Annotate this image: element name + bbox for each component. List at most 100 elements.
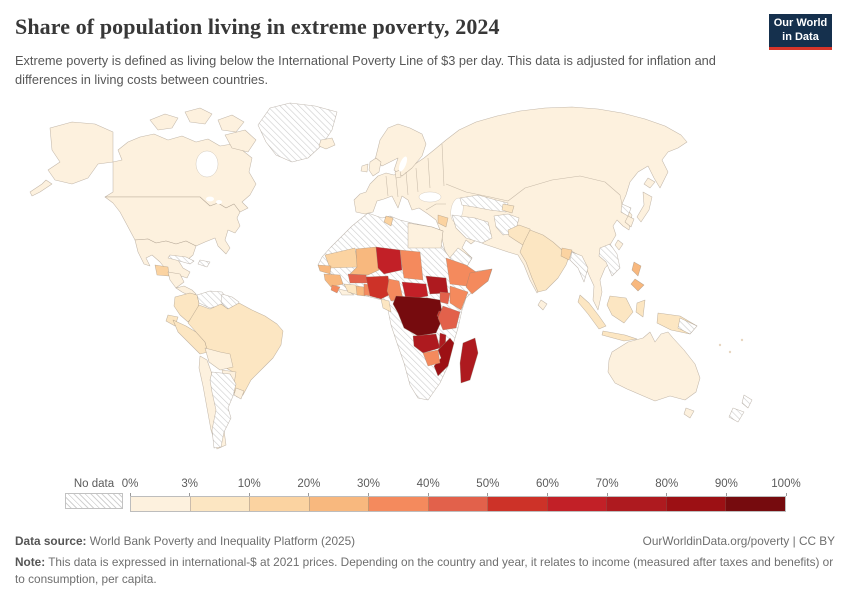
region-papua-east[interactable] <box>677 317 698 335</box>
region-taiwan[interactable] <box>614 239 624 251</box>
region-burkina-faso[interactable] <box>347 273 369 284</box>
region-laos-vietnam[interactable] <box>598 243 621 277</box>
region-sumatra[interactable] <box>577 294 607 330</box>
region-japan[interactable] <box>636 191 653 223</box>
region-new-zealand[interactable] <box>728 407 745 423</box>
region-tasmania[interactable] <box>683 407 695 419</box>
footnote: Note: This data is expressed in internat… <box>15 554 835 588</box>
region-bangladesh[interactable] <box>560 247 573 261</box>
region-tanzania[interactable] <box>437 305 461 331</box>
legend-tick-labels: 0% 3% 10% 20% 30% 40% 50% 60% 70% 80% 90% 100% <box>122 478 801 493</box>
region-aleutians[interactable] <box>29 179 53 197</box>
region-central-african-republic[interactable] <box>401 281 429 301</box>
region-iceland[interactable] <box>318 137 336 150</box>
region-egypt[interactable] <box>407 222 444 249</box>
region-sulawesi[interactable] <box>635 299 646 318</box>
region-greenland[interactable] <box>257 102 338 163</box>
region-ghana[interactable] <box>355 285 366 297</box>
region-ireland[interactable] <box>360 163 369 173</box>
region-somalia[interactable] <box>465 268 493 295</box>
region-liberia[interactable] <box>337 288 355 296</box>
region-south-sudan[interactable] <box>425 275 449 295</box>
legend-tick-label: 80% <box>655 478 679 490</box>
region-syria[interactable] <box>437 214 449 228</box>
legend-segment[interactable] <box>309 497 370 511</box>
region-sri-lanka[interactable] <box>537 299 548 311</box>
region-guatemala[interactable] <box>154 264 170 277</box>
region-guinea[interactable] <box>323 273 344 288</box>
region-new-zealand[interactable] <box>741 394 753 409</box>
region-zambia[interactable] <box>412 333 441 354</box>
footer: Data source: World Bank Poverty and Ineq… <box>15 534 835 548</box>
region-gabon[interactable] <box>380 298 392 313</box>
legend-tick-label: 40% <box>416 478 440 490</box>
region-argentina[interactable] <box>209 371 237 449</box>
page-title: Share of population living in extreme po… <box>15 14 500 39</box>
region-mexico[interactable] <box>134 238 197 279</box>
region-philippines[interactable] <box>631 261 642 277</box>
legend-segment[interactable] <box>369 497 429 511</box>
region-iran[interactable] <box>451 214 493 244</box>
legend-segment[interactable] <box>488 497 548 511</box>
owid-poverty-link[interactable]: OurWorldinData.org/poverty | CC BY <box>642 534 835 548</box>
region-alaska[interactable] <box>47 121 114 185</box>
region-philippines[interactable] <box>630 278 645 292</box>
legend-tick-label: 3% <box>181 478 198 490</box>
region-uganda[interactable] <box>439 291 451 305</box>
owid-logo-line2: in Data <box>782 30 819 43</box>
data-source-line: Data source: World Bank Poverty and Ineq… <box>15 534 355 548</box>
region-borneo[interactable] <box>606 295 634 324</box>
legend-segment[interactable] <box>547 497 608 511</box>
legend-segment[interactable] <box>666 497 727 511</box>
region-madagascar[interactable] <box>459 337 479 384</box>
legend-segment[interactable] <box>607 497 667 511</box>
legend-tick-label: 10% <box>237 478 261 490</box>
region-central-asia[interactable] <box>459 194 509 213</box>
region-britain[interactable] <box>368 157 382 177</box>
region-democratic-republic-of-congo[interactable] <box>392 295 444 337</box>
region-arctic-islands[interactable] <box>217 114 245 133</box>
region-japan[interactable] <box>643 177 656 189</box>
legend-segment[interactable] <box>726 497 786 511</box>
region-cuba[interactable] <box>167 254 195 265</box>
legend-segment[interactable] <box>190 497 251 511</box>
region-chad[interactable] <box>399 249 424 281</box>
region-uruguay[interactable] <box>233 387 245 400</box>
region-myanmar[interactable] <box>569 251 589 283</box>
region-mozambique[interactable] <box>433 337 455 377</box>
black-sea <box>418 191 442 203</box>
pacific-island <box>728 350 732 354</box>
region-arctic-islands[interactable] <box>184 107 213 125</box>
region-australia[interactable] <box>607 331 701 402</box>
legend-tick-label: 20% <box>297 478 321 490</box>
region-tunisia[interactable] <box>383 215 394 227</box>
region-india[interactable] <box>519 229 571 293</box>
legend-segment[interactable] <box>250 497 310 511</box>
region-sierra-leone[interactable] <box>330 284 341 294</box>
owid-logo[interactable]: Our World in Data <box>769 14 832 50</box>
region-bolivia[interactable] <box>204 347 234 371</box>
region-arctic-islands[interactable] <box>149 113 179 131</box>
region-tajikistan[interactable] <box>501 203 515 214</box>
legend-segment[interactable] <box>131 497 191 511</box>
region-honduras-nicaragua[interactable] <box>167 271 185 289</box>
no-data-hatch-swatch <box>65 493 123 509</box>
region-niger[interactable] <box>375 246 403 275</box>
region-south-korea[interactable] <box>624 215 635 228</box>
data-source-text: World Bank Poverty and Inequality Platfo… <box>86 534 356 548</box>
region-java[interactable] <box>601 330 638 342</box>
region-hispaniola[interactable] <box>197 259 211 268</box>
legend-scale: 0% 3% 10% 20% 30% 40% 50% 60% 70% 80% 90% 100% <box>122 478 801 512</box>
hudson-bay <box>195 150 219 178</box>
legend-no-data[interactable]: No data <box>65 478 123 509</box>
region-scandinavia[interactable] <box>374 123 427 177</box>
data-source-label: Data source: <box>15 534 87 548</box>
region-senegal[interactable] <box>317 264 332 275</box>
legend-segment[interactable] <box>428 497 489 511</box>
region-zimbabwe[interactable] <box>422 349 441 367</box>
note-label: Note: <box>15 555 46 569</box>
region-denmark[interactable] <box>394 169 402 179</box>
region-baffin-island[interactable] <box>224 129 257 153</box>
region-kenya[interactable] <box>449 285 469 311</box>
region-nigeria[interactable] <box>365 275 392 300</box>
